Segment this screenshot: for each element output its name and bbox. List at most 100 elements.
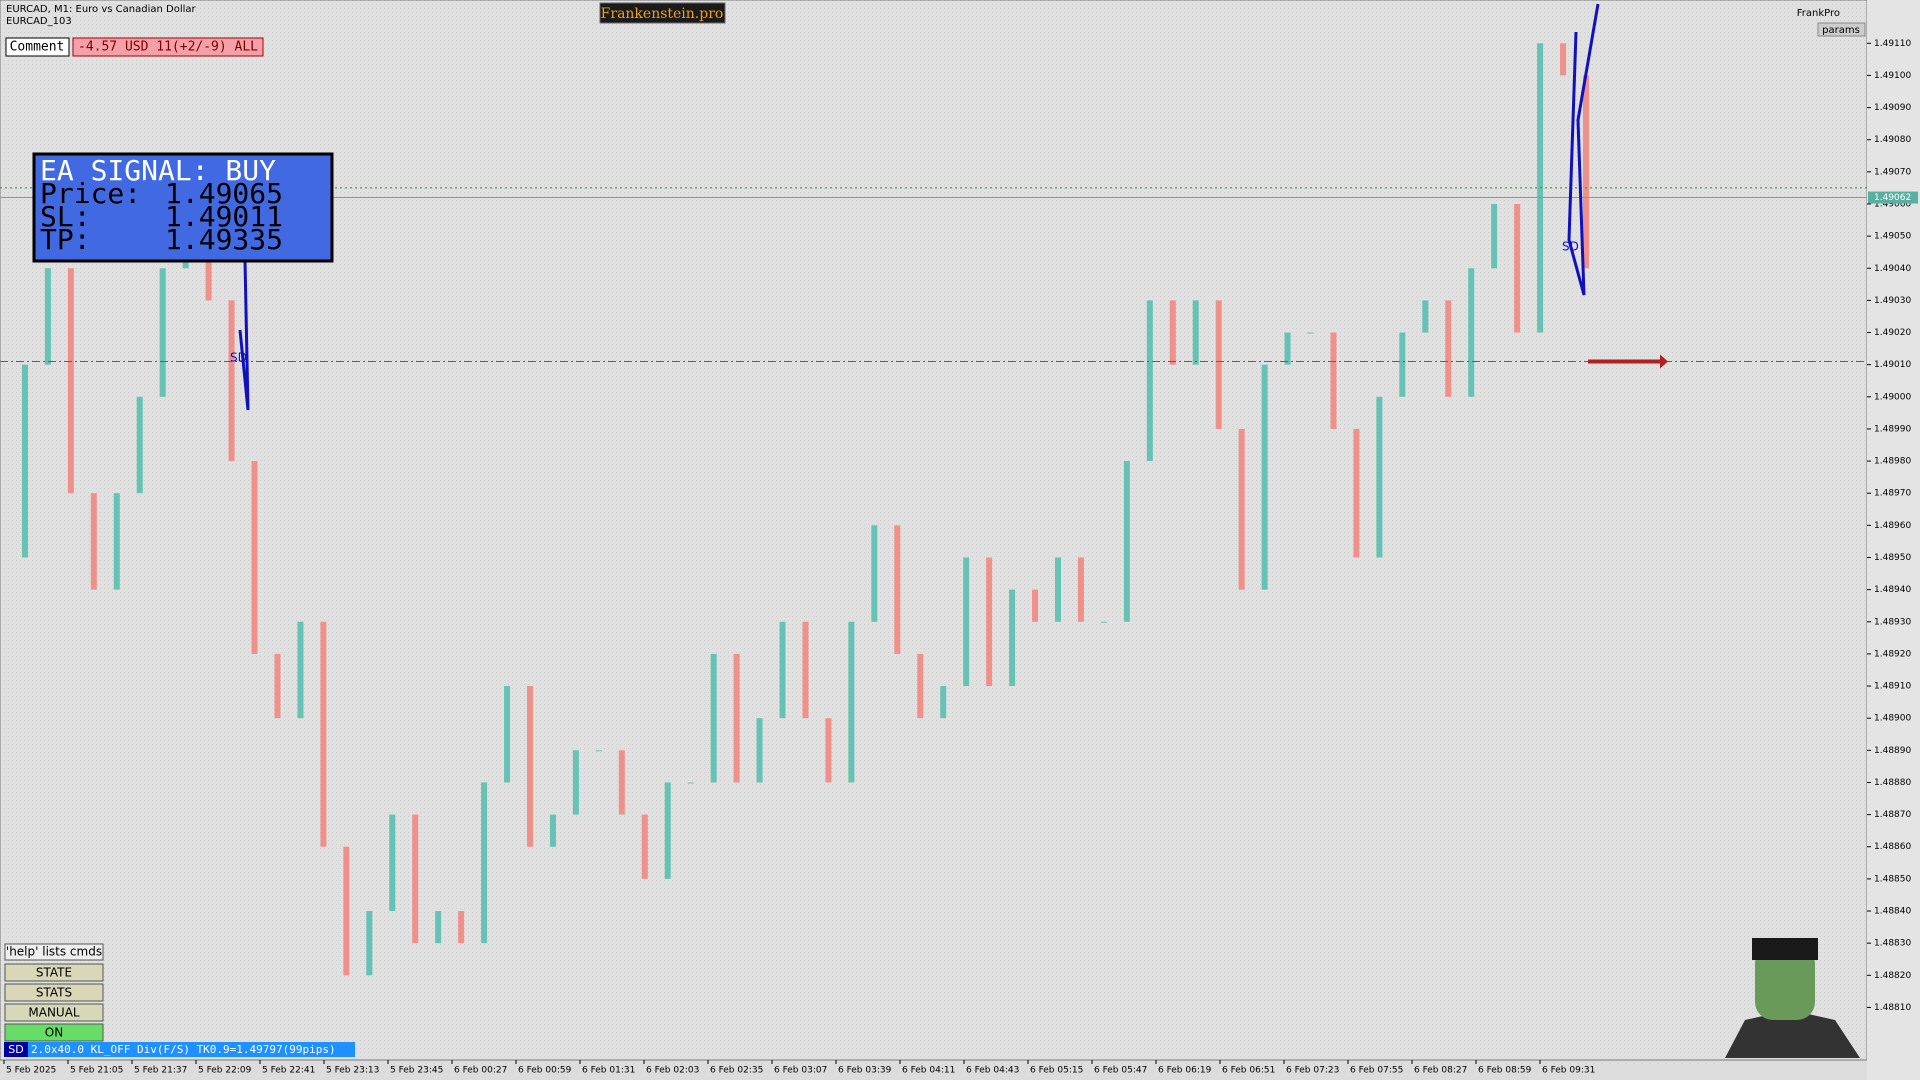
status-tag-box: [4, 1042, 28, 1057]
candle: [251, 461, 258, 654]
y-tick-label: 1.48990: [1874, 424, 1911, 434]
candle: [986, 557, 993, 687]
button-label[interactable]: STATE: [36, 966, 72, 980]
candle: [848, 621, 855, 783]
x-tick-label: 5 Feb 22:09: [198, 1066, 252, 1076]
x-tick-label: 6 Feb 04:43: [966, 1066, 1019, 1076]
y-tick-label: 1.49100: [1874, 71, 1911, 81]
candle: [205, 236, 212, 301]
y-tick-label: 1.49050: [1874, 232, 1911, 242]
candle: [1192, 300, 1199, 365]
y-tick-label: 1.49060: [1874, 199, 1911, 209]
y-tick-label: 1.48820: [1874, 971, 1911, 981]
candle: [549, 814, 556, 847]
candle: [1468, 268, 1475, 397]
candle: [1077, 557, 1084, 622]
price-tag: [1868, 191, 1918, 204]
y-tick-label: 1.49070: [1874, 167, 1911, 177]
y-tick-label: 1.49030: [1874, 296, 1911, 306]
signal-value: 1.49335: [165, 223, 283, 256]
candle: [664, 782, 671, 879]
button[interactable]: [4, 983, 104, 1002]
candle: [871, 525, 878, 622]
comment-value: -4.57 USD 11(+2/-9) ALL: [78, 40, 258, 55]
candle: [1399, 332, 1406, 397]
y-tick-label: 1.49000: [1874, 392, 1911, 402]
brand-box: [599, 2, 726, 24]
indicator: [238, 259, 250, 411]
brand[interactable]: Frankenstein.pro: [601, 6, 724, 22]
y-tick-label: 1.48900: [1874, 714, 1911, 724]
candle: [1422, 300, 1429, 333]
candle: [733, 653, 740, 783]
x-tick-label: 5 Feb 22:41: [262, 1066, 315, 1076]
button-label[interactable]: MANUAL: [28, 1006, 80, 1020]
y-tick-label: 1.48860: [1874, 842, 1911, 852]
symbol: EURCAD, M1: Euro vs Canadian Dollar: [6, 4, 197, 15]
candle: [136, 396, 143, 494]
candle: [21, 364, 28, 558]
x-tick-label: 6 Feb 02:03: [646, 1066, 699, 1076]
y-tick-label: 1.48930: [1874, 617, 1911, 627]
button-label[interactable]: ON: [45, 1026, 63, 1040]
params[interactable]: params: [1822, 25, 1860, 36]
candle: [1514, 203, 1521, 333]
candle: [1100, 621, 1107, 623]
candle: [1330, 332, 1337, 429]
params-button[interactable]: [1817, 22, 1866, 37]
x-tick-label: 6 Feb 03:07: [774, 1066, 827, 1076]
price-axis: [1867, 0, 1920, 1080]
comment-label: Comment: [10, 40, 65, 55]
candle: [1146, 300, 1153, 462]
candle: [802, 621, 809, 719]
candle: [687, 782, 694, 784]
y-tick-label: 1.48810: [1874, 1003, 1911, 1013]
candle: [1215, 300, 1222, 429]
status-bar: [4, 1042, 355, 1057]
candle: [963, 557, 970, 687]
buttons: STATE STATS MANUAL ON: [4, 963, 104, 1042]
candle: [435, 911, 442, 944]
help-box: [4, 943, 104, 961]
x-tick-label: 6 Feb 07:23: [1286, 1066, 1339, 1076]
y-tick-label: 1.49110: [1874, 39, 1911, 49]
candle: [1583, 75, 1589, 269]
x-tick-label: 6 Feb 08:27: [1414, 1066, 1467, 1076]
button[interactable]: [4, 963, 104, 982]
candle: [527, 686, 533, 847]
comment-value-box: [72, 37, 264, 57]
candle: [1560, 43, 1567, 76]
signal-value: 1.49011: [165, 200, 283, 233]
x-tick-label: 6 Feb 09:31: [1542, 1066, 1595, 1076]
help: 'help' lists cmds: [6, 945, 102, 959]
candle: [825, 718, 832, 783]
x-tick-label: 5 Feb 21:05: [70, 1066, 123, 1076]
button[interactable]: [4, 1003, 104, 1022]
candle: [297, 621, 304, 719]
account: EURCAD_103: [6, 16, 72, 27]
x-tick-label: 6 Feb 06:19: [1158, 1066, 1212, 1076]
candle: [779, 621, 786, 719]
mascot: [1725, 938, 1860, 1058]
y-tick-label: 1.49090: [1874, 103, 1911, 113]
y-tick-label: 1.48840: [1874, 907, 1911, 917]
button-label[interactable]: STATS: [36, 986, 72, 1000]
candle: [940, 686, 947, 719]
candle: [320, 621, 327, 847]
candle: [641, 814, 648, 879]
button[interactable]: [4, 1023, 104, 1042]
candle: [894, 525, 901, 654]
candle: [710, 653, 717, 783]
y-tick-label: 1.49020: [1874, 328, 1911, 338]
candle: [1445, 300, 1452, 397]
signal-value: 1.49065: [165, 177, 283, 210]
candle: [504, 686, 511, 783]
signal-box: [32, 152, 334, 263]
x-tick-label: 5 Feb 23:13: [326, 1066, 379, 1076]
price-tag-label: 1.49062: [1874, 193, 1911, 203]
x-tick-label: 6 Feb 01:31: [582, 1066, 635, 1076]
candle: [618, 750, 625, 815]
y-tick-label: 1.48910: [1874, 682, 1911, 692]
indicator: [1567, 3, 1600, 296]
